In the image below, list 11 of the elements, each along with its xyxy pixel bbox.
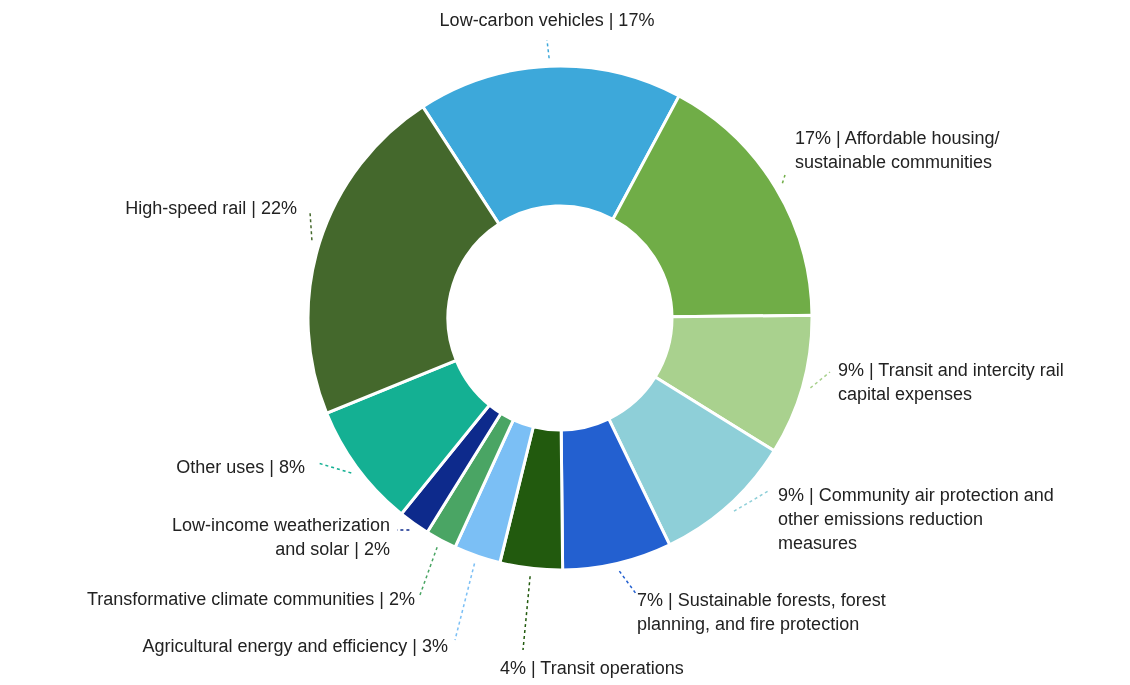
slice-label: Other uses | 8% — [176, 457, 305, 477]
slice-label: 9% | Transit and intercity rail capital expenses — [838, 360, 1064, 404]
slice-label: 4% | Transit operations — [500, 658, 684, 678]
slice-label: Low-income weatherization and solar | 2% — [171, 515, 390, 559]
slice-label: Agricultural energy and efficiency | 3% — [142, 636, 448, 656]
slice-label: Transformative climate communities | 2% — [86, 589, 415, 609]
slice-label: 9% | Community air protection and other emissions reduction measures — [778, 485, 1054, 553]
slice-label: Low-carbon vehicles | 17% — [439, 10, 655, 30]
slice-label: High-speed rail | 22% — [125, 198, 297, 218]
slice-label: 7% | Sustainable forests, forest planning, and fire protection — [637, 590, 886, 634]
slice-label: 17% | Affordable housing/ sustainable communities — [795, 128, 1000, 172]
